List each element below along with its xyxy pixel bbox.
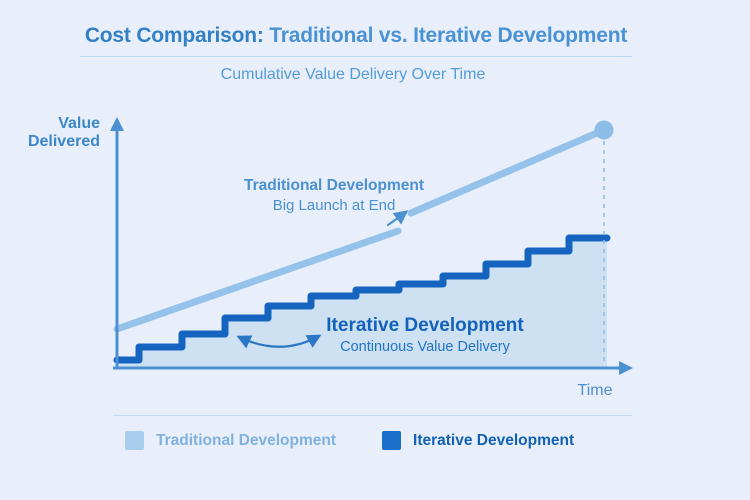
iterative-swatch-icon [382, 431, 402, 450]
iterative-arrow-icon [236, 334, 322, 349]
y-axis-label-line2: Delivered [27, 133, 100, 150]
y-axis-label-line1: Value [58, 115, 100, 132]
iterative-annotation: Iterative Development Continuous Value D… [295, 314, 555, 357]
iterative-step-line [113, 234, 611, 364]
y-axis-arrow-icon [110, 117, 124, 131]
x-axis-label: Time [577, 382, 613, 399]
iterative-annotation-subtitle: Continuous Value Delivery [340, 339, 510, 355]
traditional-annotation-title: Traditional Development [243, 177, 424, 194]
traditional-annotation: Traditional Development Big Launch at En… [239, 176, 429, 215]
title-emphasis: Cost Comparison: [84, 24, 264, 47]
traditional-line-segment-1 [407, 126, 608, 217]
legend-item-traditional: Traditional Development [125, 431, 336, 450]
traditional-swatch-icon [125, 431, 144, 450]
page-title: Cost Comparison: Traditional vs. Iterati… [0, 24, 712, 48]
x-axis-arrow-icon [619, 361, 633, 375]
title-divider [80, 56, 632, 57]
traditional-annotation-subtitle: Big Launch at End [272, 197, 396, 214]
page-subtitle: Cumulative Value Delivery Over Time [220, 66, 486, 83]
legend-divider [113, 415, 632, 416]
legend-label-iterative: Iterative Development [413, 431, 575, 449]
title-rest: Traditional vs. Iterative Development [263, 24, 628, 47]
iterative-annotation-title: Iterative Development [326, 315, 524, 336]
launch-arrow-icon [386, 210, 409, 227]
legend-label-traditional: Traditional Development [156, 431, 337, 449]
traditional-line-segment-0 [113, 227, 402, 333]
traditional-end-dot [594, 120, 614, 140]
legend-item-iterative: Iterative Development [382, 431, 574, 450]
legend: Traditional Development Iterative Develo… [113, 431, 632, 450]
y-axis-label: Value Delivered [18, 115, 100, 151]
